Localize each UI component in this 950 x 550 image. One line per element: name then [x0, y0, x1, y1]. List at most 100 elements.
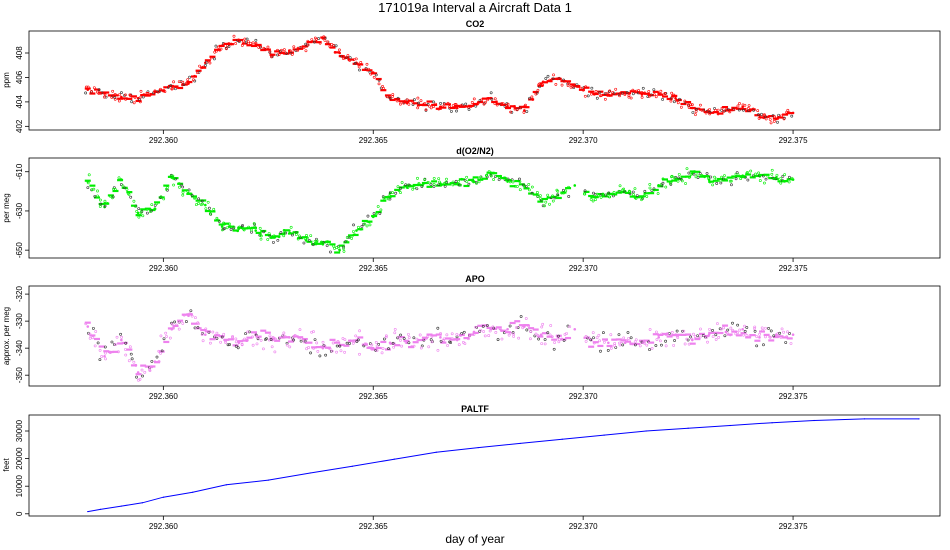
data-point [326, 40, 330, 44]
data-point [680, 179, 684, 183]
data-point [670, 174, 674, 178]
data-point [211, 330, 215, 334]
panel-title: d(O2/N2) [456, 146, 494, 156]
data-point [692, 172, 696, 176]
data-point [283, 231, 286, 235]
data-point [288, 231, 292, 235]
data-point [192, 491, 194, 493]
data-point [379, 208, 383, 212]
y-tick-label: 402 [15, 119, 24, 133]
y-axis-label: per meg [2, 193, 11, 222]
x-axis: 292.360 292.365 292.370 292.375 [149, 258, 808, 273]
data-point [124, 341, 128, 345]
data-point [789, 342, 793, 345]
data-point [445, 333, 449, 337]
data-point [312, 330, 315, 334]
data-point [764, 117, 768, 121]
data-point [189, 192, 193, 196]
data-point [342, 250, 346, 253]
data-point [237, 38, 241, 42]
data-point [640, 198, 643, 202]
data-point [655, 330, 658, 334]
data-point [172, 177, 176, 181]
data-point [419, 346, 423, 350]
data-point [790, 114, 794, 118]
data-point [496, 338, 500, 341]
y-tick-label: 30000 [15, 419, 24, 442]
data-point [692, 332, 695, 336]
data-point [581, 88, 585, 92]
y-axis-label: ppm [2, 72, 11, 88]
data-point [309, 234, 313, 238]
data-point [432, 183, 436, 186]
data-point [186, 78, 190, 82]
data-point [232, 34, 236, 38]
data-point [451, 183, 455, 187]
data-point [738, 328, 742, 332]
data-point [330, 43, 334, 46]
data-point [165, 335, 168, 338]
data-point [676, 179, 680, 183]
data-point [756, 109, 760, 113]
data-point [525, 328, 529, 332]
data-point [699, 103, 702, 107]
data-point [742, 108, 745, 112]
data-point [358, 352, 361, 356]
data-point [100, 355, 104, 358]
y-tick-label: -650 [15, 242, 24, 259]
data-point [524, 317, 528, 320]
data-point [315, 237, 318, 241]
data-point [103, 204, 107, 208]
data-point [448, 105, 451, 109]
data-point [544, 200, 548, 204]
data-point [543, 338, 547, 341]
data-point [538, 197, 542, 200]
data-point [259, 338, 263, 342]
x-tick-label: 292.370 [569, 522, 598, 531]
data-point [204, 61, 207, 65]
data-point [276, 53, 280, 57]
plot-frame [28, 157, 941, 259]
data-point [419, 99, 423, 103]
data-point [728, 333, 732, 337]
y-axis: -320 -330 -340 -350 [15, 286, 29, 383]
data-point [228, 343, 231, 346]
data-point [676, 336, 680, 339]
data-point [493, 97, 497, 101]
data-point [614, 346, 618, 349]
data-point [586, 94, 590, 98]
data-point [172, 326, 175, 330]
data-point [407, 102, 411, 106]
data-point [747, 104, 751, 108]
data-point [497, 178, 501, 182]
data-point [104, 95, 108, 99]
data-point [270, 55, 273, 59]
data-point [640, 90, 644, 94]
data-point [670, 331, 674, 334]
data-point [652, 188, 656, 192]
data-point [511, 331, 515, 334]
data-point [220, 335, 224, 339]
data-point [150, 365, 154, 369]
data-point [492, 171, 496, 175]
data-point [761, 329, 765, 332]
data-point [341, 337, 345, 340]
data-point [127, 359, 131, 363]
data-point [611, 91, 615, 94]
data-point [672, 100, 676, 104]
data-point [538, 82, 542, 85]
data-point [251, 343, 255, 347]
data-point [159, 334, 163, 338]
data-point [391, 93, 395, 96]
series-line [87, 418, 919, 513]
data-point [365, 224, 369, 228]
data-point [427, 345, 431, 349]
data-point [253, 225, 257, 229]
data-point [223, 222, 227, 226]
data-point [215, 331, 219, 335]
data-point [429, 183, 433, 186]
x-tick-label: 292.360 [149, 392, 178, 401]
data-point [392, 345, 396, 349]
data-point [664, 332, 668, 336]
data-point [84, 85, 88, 89]
